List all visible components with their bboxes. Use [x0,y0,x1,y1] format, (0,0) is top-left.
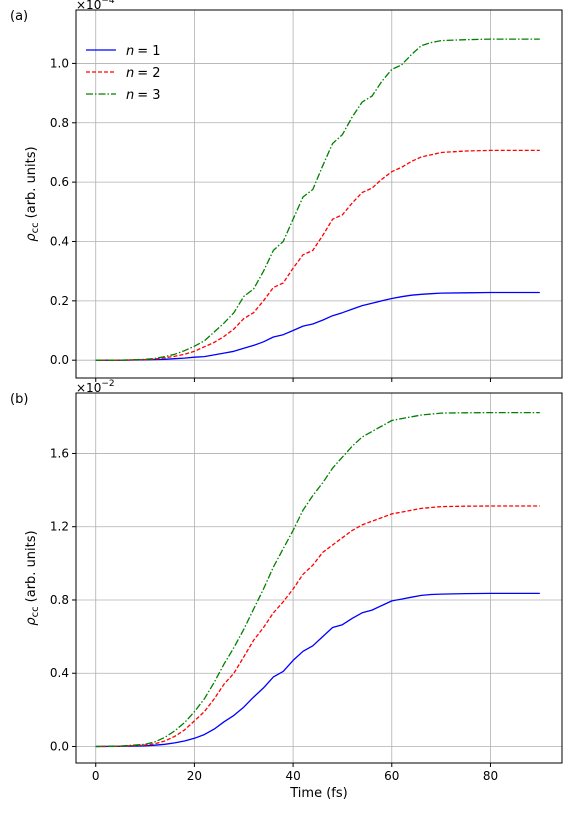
y-label-symbol: ρ [24,617,39,626]
x-tick-label: 80 [483,769,498,783]
legend-value: = 3 [137,88,160,103]
y-tick-label: 0.8 [50,593,69,607]
multiplier-base: ×10 [76,0,101,12]
y-axis-label: ρcc (arb. units) [24,530,41,625]
x-tick-label: 60 [384,769,399,783]
y-tick-label: 0.0 [50,740,69,754]
x-tick-label: 20 [187,769,202,783]
series-line-n2 [95,149,540,361]
x-tick-label: 40 [285,769,300,783]
y-axis-label: ρcc (arb. units) [24,146,41,241]
y-tick-label: 0.2 [50,294,69,308]
plot-frame [75,392,563,764]
axis-multiplier: ×10−4 [76,0,115,12]
legend-value: = 1 [137,44,160,59]
multiplier-base: ×10 [76,381,101,395]
x-axis-label: Time (fs) [289,786,347,801]
legend-label-n3: n = 3 [126,88,161,103]
y-tick-label: 0.4 [50,666,69,680]
y-tick-label: 0.6 [50,175,69,189]
panel-label: (a) [10,9,28,24]
legend: n = 1n = 2n = 3 [86,44,161,103]
plot-frame [75,9,563,379]
series-line-n3 [95,411,540,748]
legend-var: n [126,88,134,103]
y-tick-label: 1.0 [50,56,69,70]
y-label-symbol: ρ [24,233,39,242]
y-label-units: (arb. units) [24,146,39,218]
x-tick-label: 0 [92,769,100,783]
y-tick-label: 0.8 [50,116,69,130]
y-label-subscript: cc [30,222,41,233]
series-line-n1 [95,592,540,748]
multiplier-exponent: −2 [101,379,114,389]
y-tick-label: 1.2 [50,520,69,534]
legend-var: n [126,44,134,59]
y-label-subscript: cc [30,606,41,617]
legend-value: = 2 [137,66,160,81]
axis-multiplier: ×10−2 [76,379,115,395]
multiplier-exponent: −4 [101,0,115,6]
series-line-n2 [95,505,540,748]
y-tick-label: 0.4 [50,234,69,248]
legend-label-n1: n = 1 [126,44,161,59]
y-label-units: (arb. units) [24,530,39,602]
legend-var: n [126,66,134,81]
y-tick-label: 1.6 [50,446,69,460]
grid [76,10,562,378]
y-tick-label: 0.0 [50,353,69,367]
grid [76,393,562,763]
series-line-n3 [95,38,540,361]
panel-label: (b) [10,392,28,407]
panel-b: 0 20 40 60 80 0.0 0.4 0.8 1.2 1.6 ×10−2 (b) ρcc (arb.… [10,379,563,801]
series-line-n1 [95,291,540,361]
legend-label-n2: n = 2 [126,66,161,81]
panel-a: 0.0 0.2 0.4 0.6 0.8 1.0 ×10−4 (a) ρcc (arb. units… [10,0,563,382]
